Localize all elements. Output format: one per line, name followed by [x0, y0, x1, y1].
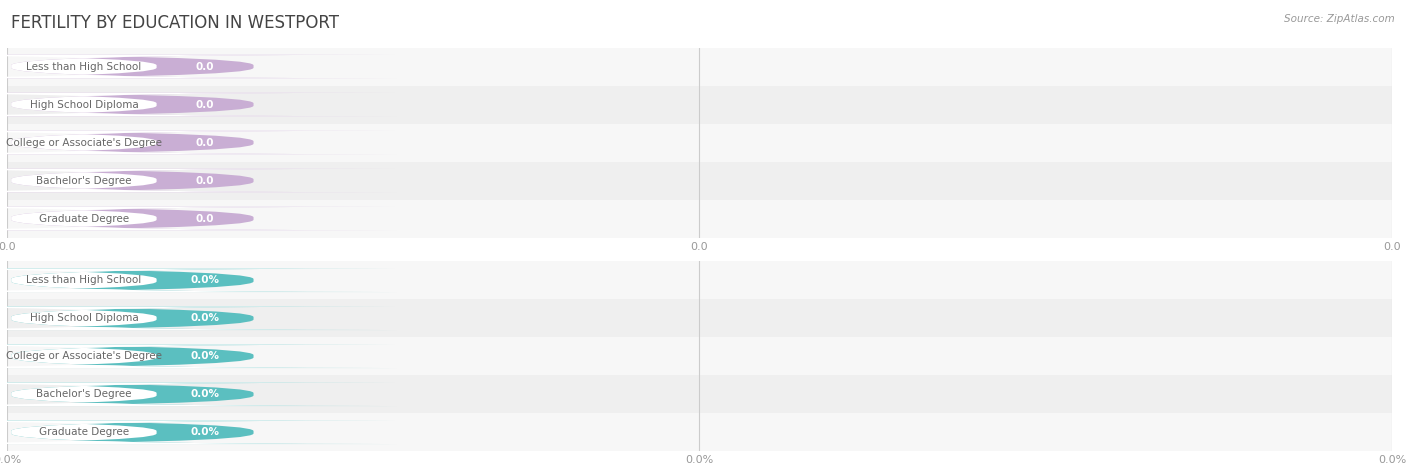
FancyBboxPatch shape	[0, 306, 398, 330]
Text: 0.0: 0.0	[195, 99, 214, 110]
Text: 0.0%: 0.0%	[191, 427, 219, 437]
FancyBboxPatch shape	[0, 55, 398, 78]
Bar	[7, 124, 1392, 162]
Text: 0.0%: 0.0%	[191, 313, 219, 323]
Text: College or Associate's Degree: College or Associate's Degree	[6, 351, 162, 361]
Bar	[7, 261, 1392, 299]
Text: 0.0: 0.0	[195, 61, 214, 72]
FancyBboxPatch shape	[0, 131, 398, 154]
Text: Less than High School: Less than High School	[27, 61, 142, 72]
Text: Source: ZipAtlas.com: Source: ZipAtlas.com	[1284, 14, 1395, 24]
FancyBboxPatch shape	[0, 169, 398, 192]
Bar	[7, 337, 1392, 375]
Bar	[7, 48, 1392, 86]
FancyBboxPatch shape	[0, 207, 398, 230]
Bar	[7, 299, 1392, 337]
FancyBboxPatch shape	[0, 268, 398, 292]
Text: Bachelor's Degree: Bachelor's Degree	[37, 175, 132, 186]
Bar	[7, 413, 1392, 451]
Text: 0.0%: 0.0%	[191, 389, 219, 399]
Bar	[7, 375, 1392, 413]
Text: 0.0%: 0.0%	[191, 275, 219, 285]
FancyBboxPatch shape	[0, 344, 398, 368]
FancyBboxPatch shape	[0, 169, 398, 192]
FancyBboxPatch shape	[0, 382, 398, 406]
Bar	[7, 200, 1392, 238]
Text: High School Diploma: High School Diploma	[30, 99, 138, 110]
FancyBboxPatch shape	[0, 420, 398, 444]
Text: High School Diploma: High School Diploma	[30, 313, 138, 323]
FancyBboxPatch shape	[0, 306, 398, 330]
Bar	[7, 162, 1392, 199]
Text: 0.0: 0.0	[195, 175, 214, 186]
Text: 0.0%: 0.0%	[191, 351, 219, 361]
FancyBboxPatch shape	[0, 420, 398, 444]
Text: Less than High School: Less than High School	[27, 275, 142, 285]
Text: College or Associate's Degree: College or Associate's Degree	[6, 137, 162, 148]
Text: 0.0: 0.0	[195, 137, 214, 148]
Text: 0.0: 0.0	[195, 213, 214, 224]
FancyBboxPatch shape	[0, 93, 398, 116]
FancyBboxPatch shape	[0, 93, 398, 116]
Text: Graduate Degree: Graduate Degree	[39, 427, 129, 437]
FancyBboxPatch shape	[0, 55, 398, 78]
Text: FERTILITY BY EDUCATION IN WESTPORT: FERTILITY BY EDUCATION IN WESTPORT	[11, 14, 339, 32]
Text: Graduate Degree: Graduate Degree	[39, 213, 129, 224]
FancyBboxPatch shape	[0, 344, 398, 368]
FancyBboxPatch shape	[0, 207, 398, 230]
Text: Bachelor's Degree: Bachelor's Degree	[37, 389, 132, 399]
Bar	[7, 86, 1392, 124]
FancyBboxPatch shape	[0, 268, 398, 292]
FancyBboxPatch shape	[0, 382, 398, 406]
FancyBboxPatch shape	[0, 131, 398, 154]
